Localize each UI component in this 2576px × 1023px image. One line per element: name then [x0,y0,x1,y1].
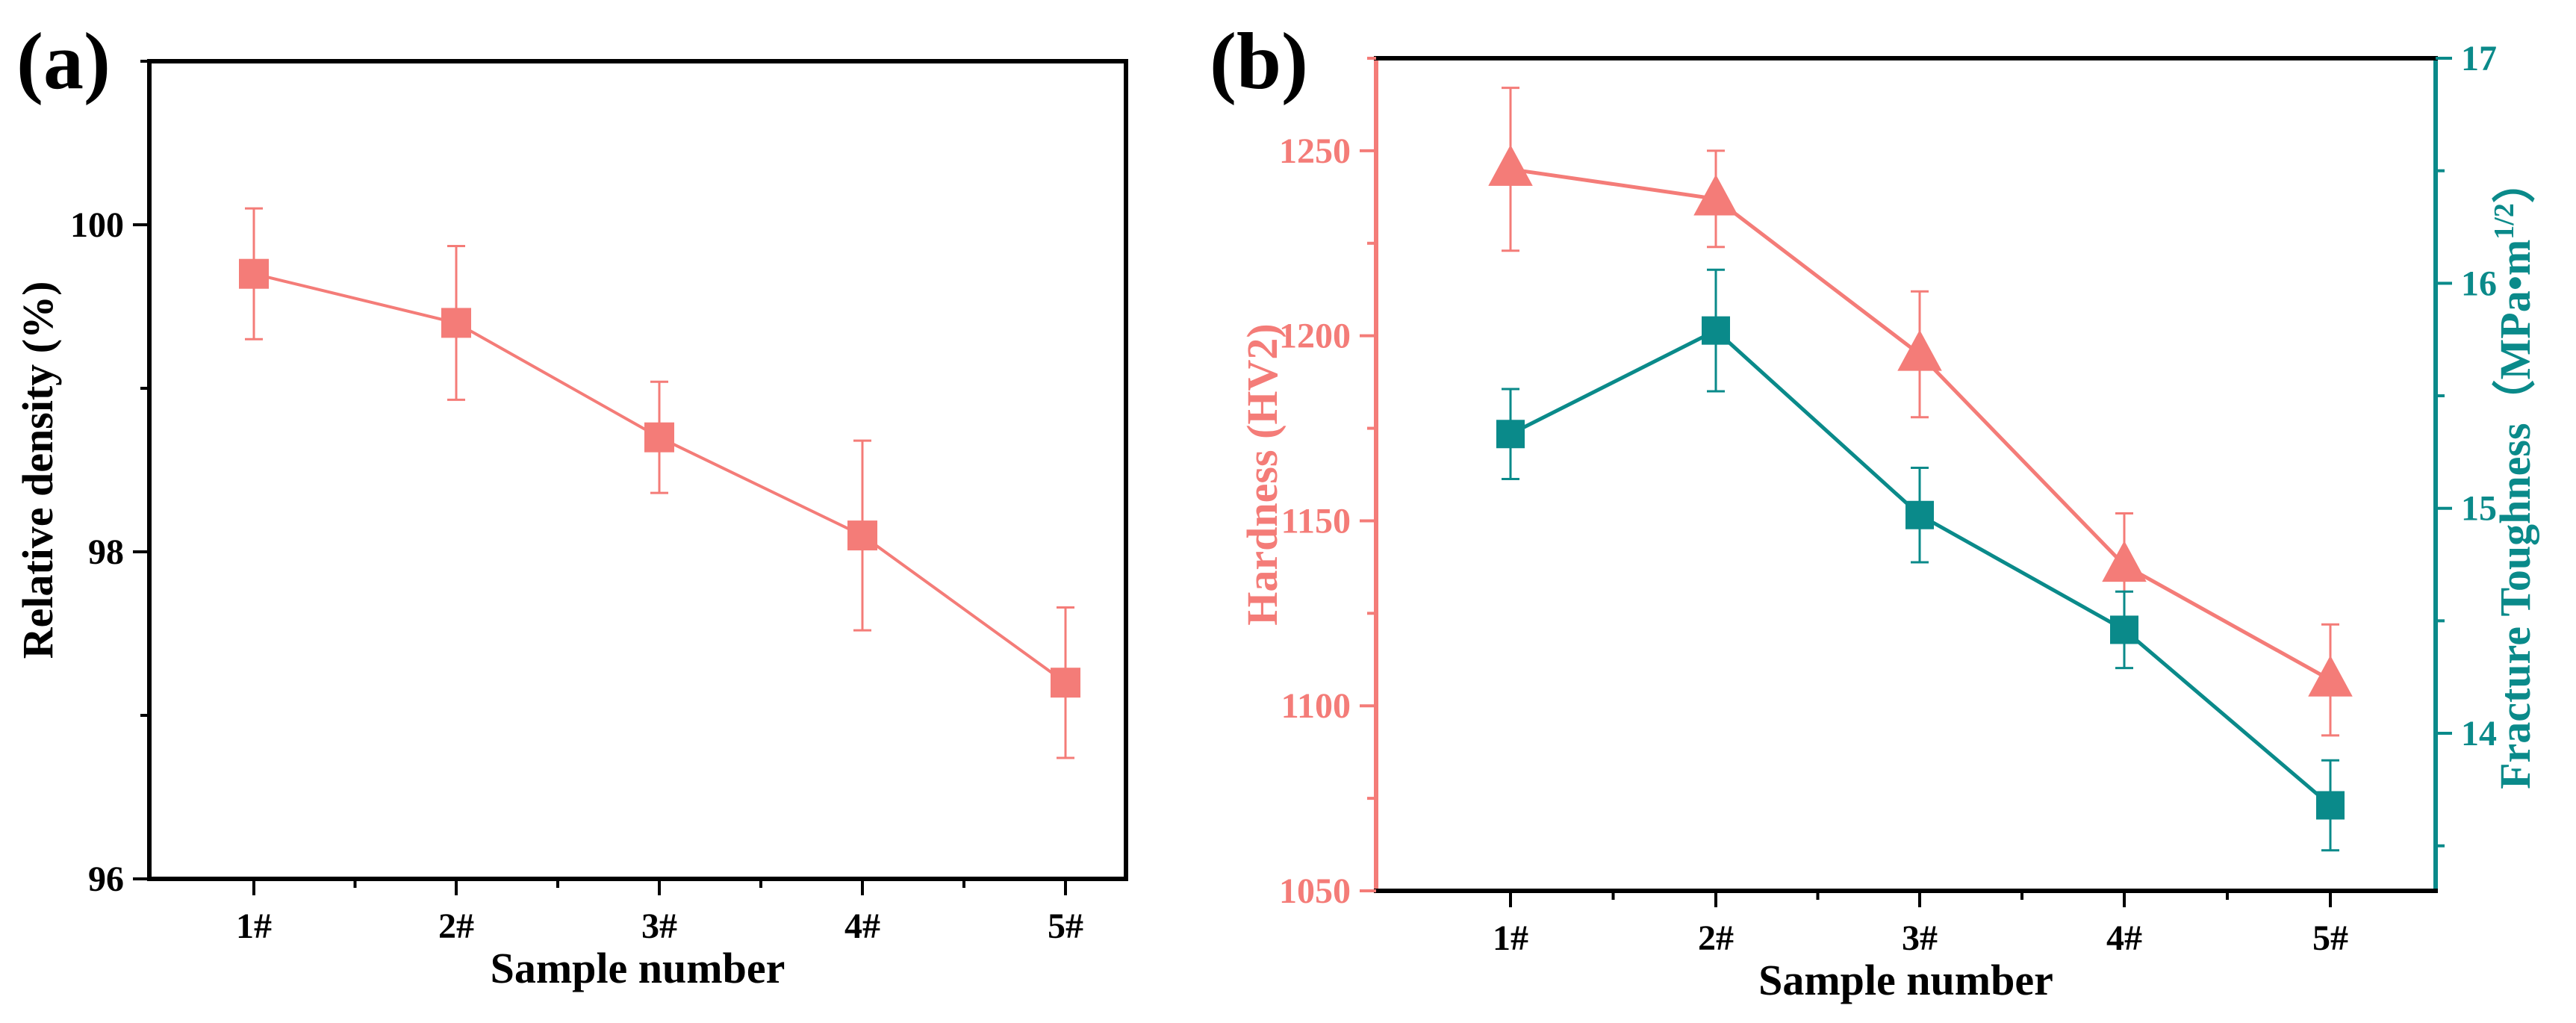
toughness-point [2110,615,2138,644]
left-y-tick-label: 1100 [1281,686,1351,726]
y-tick-label: 98 [88,532,124,572]
right-y-tick-label: 14 [2461,714,2497,753]
panel-b-label: (b) [1210,17,1308,106]
x-tick-label: 5# [1048,907,1083,946]
x-tick-label: 3# [641,907,677,946]
hardness-line [1510,167,2332,682]
density-point [441,308,471,338]
right-y-title-close: ） [2491,160,2539,203]
x-tick-label: 3# [1902,918,1938,958]
density-point [1051,668,1080,698]
panel-a: (a) 1# 2# 3# 4# 5# 96 98 100 Sample number Rela… [13,17,1128,992]
hardness-point [2308,655,2353,697]
toughness-point [1702,316,1730,345]
panel-a-x-axis-title: Sample number [491,944,785,992]
right-y-tick-label: 16 [2461,264,2497,303]
x-tick-label: 4# [2106,918,2142,958]
toughness-point [1496,420,1525,449]
panel-b-plot-area: 1# 2# 3# 4# 5# 1050 1100 1150 1200 1250 14 15 16 17 [1279,39,2497,958]
panel-b: (b) 1# 2# 3# 4# 5# 1050 1100 1150 1200 1250 14 15 16… [1210,17,2539,1004]
panel-b-left-y-axis-title: Hardness (HV2) [1238,323,1287,625]
hardness-point [1897,329,1942,371]
x-tick-label: 4# [844,907,880,946]
y-tick-label: 96 [88,859,124,899]
left-y-tick-label: 1150 [1281,501,1351,541]
x-tick-label: 1# [236,907,272,946]
hardness-point [2102,541,2147,582]
toughness-point [1905,500,1934,529]
right-y-tick-label: 15 [2461,489,2497,529]
density-point [847,520,877,551]
x-tick-label: 1# [1493,918,1528,958]
hardness-point [1488,144,1533,186]
panel-b-right-y-axis-title: Fracture Toughness（MPa•m1/2） [2489,160,2539,789]
panel-a-frame [147,59,1128,881]
left-y-tick-label: 1250 [1279,131,1351,171]
right-y-title-main: Fracture Toughness（MPa•m [2491,240,2539,789]
left-y-tick-label: 1050 [1279,871,1351,911]
density-point [644,422,674,453]
panel-a-plot-area: 1# 2# 3# 4# 5# 96 98 100 [70,59,1128,946]
panel-a-y-axis-title: Relative density (%) [13,282,62,659]
right-y-tick-label: 17 [2461,39,2497,78]
left-y-tick-label: 1200 [1279,317,1351,356]
y-tick-label: 100 [70,205,124,245]
panel-a-label: (a) [16,17,111,106]
x-tick-label: 2# [438,907,474,946]
density-point [239,258,269,289]
x-tick-label: 2# [1698,918,1734,958]
x-tick-label: 5# [2312,918,2348,958]
hardness-point [1693,174,1738,216]
toughness-point [2316,791,2345,820]
right-y-title-superscript: 1/2 [2489,203,2520,240]
panel-b-x-axis-title: Sample number [1758,956,2053,1004]
